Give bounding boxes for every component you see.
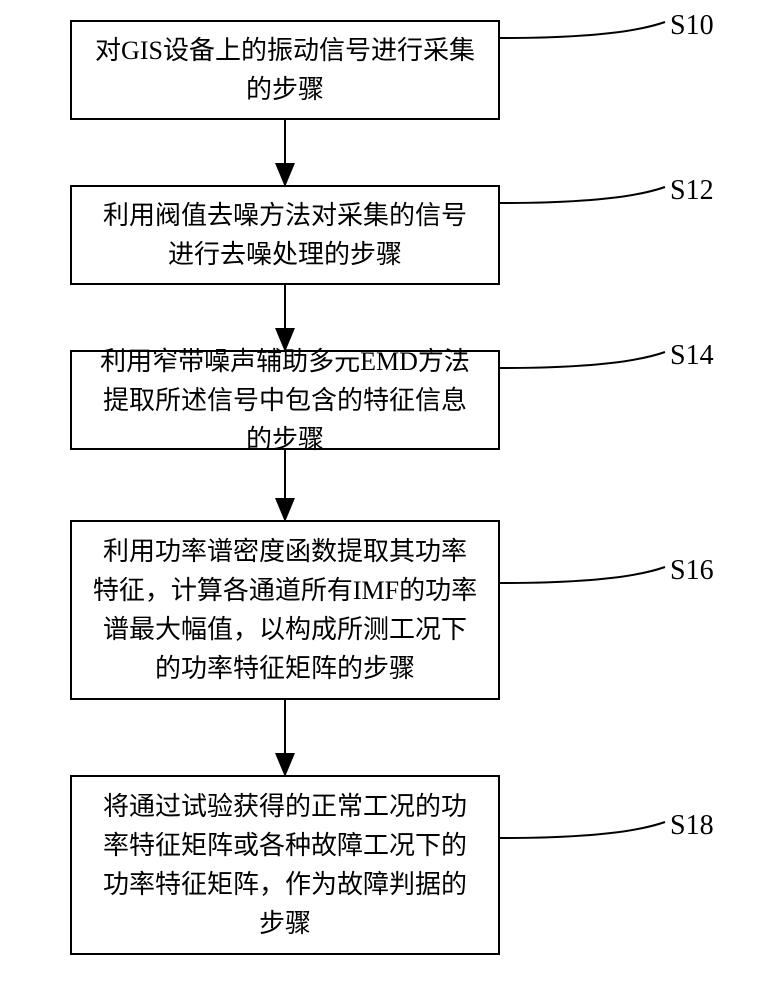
step-label-s14: S14: [670, 340, 714, 372]
step-box-s18: 将通过试验获得的正常工况的功率特征矩阵或各种故障工况下的功率特征矩阵，作为故障判…: [70, 775, 500, 955]
label-text: S10: [670, 10, 714, 41]
step-box-s10: 对GIS设备上的振动信号进行采集的步骤: [70, 20, 500, 120]
step-label-s16: S16: [670, 555, 714, 587]
connector-s18: [500, 822, 665, 838]
step-box-s12: 利用阀值去噪方法对采集的信号进行去噪处理的步骤: [70, 185, 500, 285]
step-text: 对GIS设备上的振动信号进行采集的步骤: [92, 31, 478, 109]
flowchart-canvas: 对GIS设备上的振动信号进行采集的步骤 利用阀值去噪方法对采集的信号进行去噪处理…: [0, 0, 778, 1000]
step-text: 将通过试验获得的正常工况的功率特征矩阵或各种故障工况下的功率特征矩阵，作为故障判…: [92, 787, 478, 943]
connector-s16: [500, 567, 665, 583]
step-box-s16: 利用功率谱密度函数提取其功率特征，计算各通道所有IMF的功率谱最大幅值，以构成所…: [70, 520, 500, 700]
step-text: 利用窄带噪声辅助多元EMD方法提取所述信号中包含的特征信息的步骤: [92, 342, 478, 459]
label-text: S18: [670, 810, 714, 841]
label-text: S14: [670, 340, 714, 371]
step-text: 利用阀值去噪方法对采集的信号进行去噪处理的步骤: [92, 196, 478, 274]
step-text: 利用功率谱密度函数提取其功率特征，计算各通道所有IMF的功率谱最大幅值，以构成所…: [92, 532, 478, 688]
connector-s14: [500, 352, 665, 368]
label-text: S16: [670, 555, 714, 586]
step-box-s14: 利用窄带噪声辅助多元EMD方法提取所述信号中包含的特征信息的步骤: [70, 350, 500, 450]
step-label-s10: S10: [670, 10, 714, 42]
step-label-s12: S12: [670, 175, 714, 207]
connector-s12: [500, 187, 665, 203]
connector-s10: [500, 22, 665, 38]
label-text: S12: [670, 175, 714, 206]
step-label-s18: S18: [670, 810, 714, 842]
